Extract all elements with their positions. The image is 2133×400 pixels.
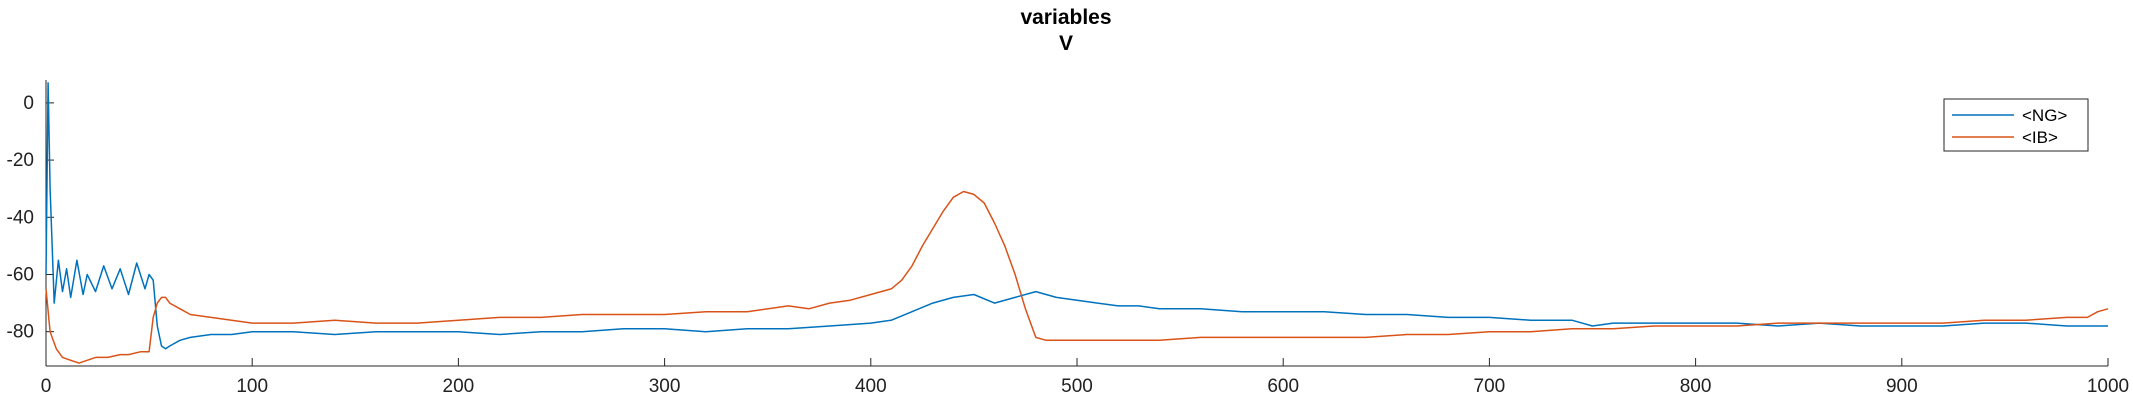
x-tick-label: 200 [443,376,475,397]
chart-subtitle: V [1059,32,1073,55]
series-line-ng [45,82,2108,350]
y-tick-label: -60 [7,264,34,285]
chart-title: variables [1020,6,1111,29]
y-tick-label: -40 [7,207,34,228]
legend-label-ng: <NG> [2022,106,2067,125]
y-tick-label: -20 [7,150,34,171]
y-tick-label: -80 [7,322,34,343]
y-tick-label: 0 [23,93,34,114]
legend-label-ib: <IB> [2022,128,2058,147]
x-tick-label: 800 [1680,376,1712,397]
x-tick-label: 900 [1886,376,1918,397]
legend-box [1943,98,2089,152]
x-tick-label: 0 [41,376,52,397]
series-line-ib [45,190,2109,364]
x-tick-label: 100 [236,376,268,397]
plot-area [45,82,2109,364]
x-tick-label: 500 [1061,376,1093,397]
x-tick-label: 1000 [2087,376,2129,397]
x-axis: 0 100 200 300 400 500 600 700 800 900 1000 [41,358,2129,397]
x-tick-label: 400 [855,376,887,397]
legend: <NG> <IB> [1943,98,2089,152]
x-tick-label: 700 [1474,376,1506,397]
y-axis: 0 -20 -40 -60 -80 [7,80,54,366]
x-tick-label: 600 [1267,376,1299,397]
x-tick-label: 300 [649,376,681,397]
